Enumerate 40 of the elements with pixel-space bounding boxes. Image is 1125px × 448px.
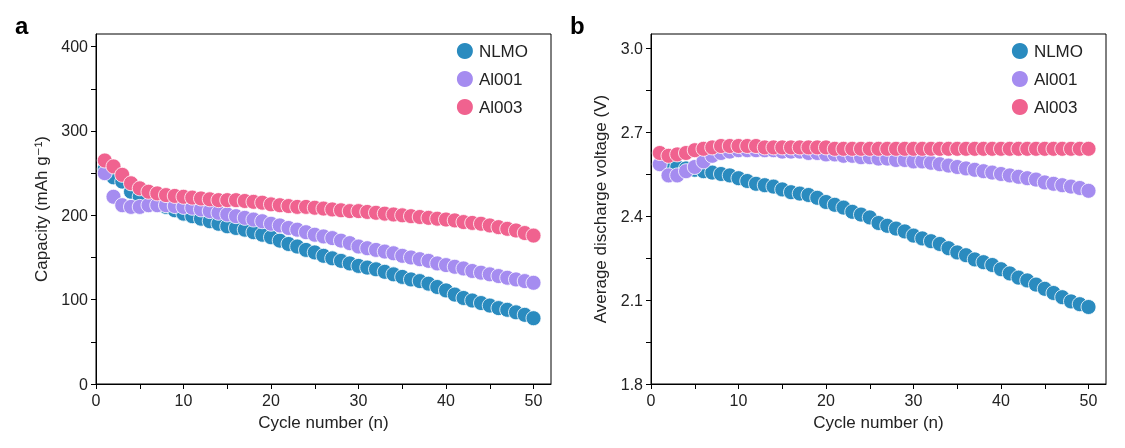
legend-label: NLMO [1033, 41, 1084, 61]
y-tick-label: 2.1 [620, 291, 644, 309]
y-tick-label: 1.8 [620, 375, 644, 393]
y-tick-label: 3.0 [620, 39, 644, 57]
x-tick-label: 40 [992, 391, 1010, 409]
chart-title: b [570, 11, 585, 39]
y-tick-label: 2.4 [620, 207, 644, 225]
y-tick-label: 400 [61, 38, 89, 56]
chart-title: a [15, 11, 29, 39]
y-axis-title: Average discharge voltage (V) [591, 94, 610, 324]
point [1080, 182, 1097, 199]
y-tick-label: 200 [61, 206, 89, 224]
x-tick-label: 40 [437, 391, 455, 409]
legend-label: Al003 [1033, 97, 1078, 117]
x-tick-label: 0 [646, 391, 656, 409]
x-tick-label: 30 [349, 391, 368, 409]
y-tick-label: 0 [79, 375, 89, 393]
x-tick-label: 30 [904, 391, 923, 409]
point [525, 227, 542, 244]
legend-label: Al003 [478, 97, 523, 117]
y-axis-title: Capacity (mAh g⁻¹) [32, 136, 52, 282]
x-tick-label: 50 [1079, 391, 1098, 409]
legend-label: NLMO [478, 41, 529, 61]
point [1080, 140, 1097, 157]
y-tick-label: 100 [61, 291, 89, 309]
x-tick-label: 0 [91, 391, 101, 409]
x-tick-label: 10 [174, 391, 193, 409]
y-tick-label: 2.7 [620, 123, 644, 141]
x-tick-label: 10 [729, 391, 748, 409]
x-tick-label: 20 [817, 391, 835, 409]
point [1080, 299, 1097, 315]
legend-label: Al001 [1033, 69, 1078, 89]
x-tick-label: 50 [524, 391, 543, 409]
legend-label: Al001 [478, 69, 523, 89]
point [525, 310, 542, 327]
x-tick-label: 20 [262, 391, 280, 409]
x-axis-title: Cycle number (n) [258, 413, 389, 432]
y-tick-label: 300 [61, 122, 89, 140]
x-axis-title: Cycle number (n) [813, 413, 944, 432]
point [525, 274, 542, 291]
